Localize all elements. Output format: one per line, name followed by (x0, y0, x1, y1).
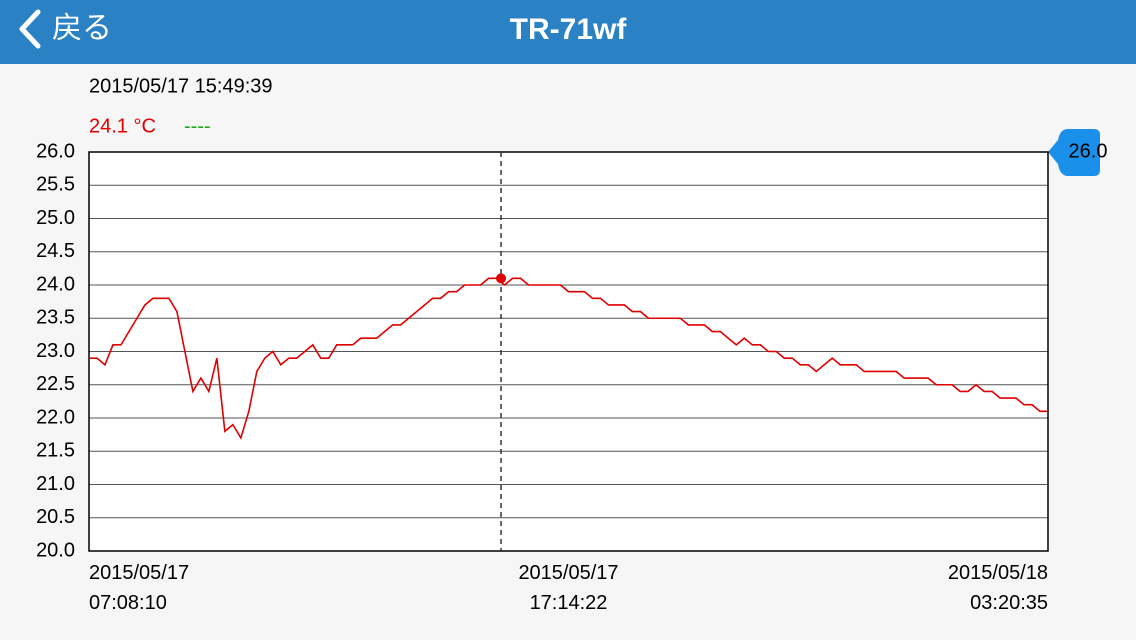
badge (1048, 129, 1100, 176)
cursor-point (496, 273, 506, 284)
data-line (89, 277, 1048, 440)
readout-second: ---- (184, 115, 211, 137)
y-tick-label: 20.0 (36, 539, 75, 561)
y-tick-label: 21.5 (36, 440, 75, 462)
title: TR-71wf (510, 13, 628, 46)
y-tick-label: 22.0 (36, 406, 75, 428)
y-tick-label: 23.0 (36, 340, 75, 362)
readout-time: 2015/05/17 15:49:39 (89, 75, 273, 97)
y-tick-label: 20.5 (36, 506, 75, 528)
y-tick-label: 25.5 (36, 174, 75, 196)
nav-bar (0, 0, 1136, 64)
back-label[interactable]: 戻る (52, 12, 112, 45)
back-button[interactable]: 戻る (19, 9, 112, 49)
y-tick-label: 25.0 (36, 207, 75, 229)
x-tick-label: 2015/05/17 17:14:22 (518, 562, 619, 614)
badge-label: 26.0 (1069, 140, 1108, 162)
y-tick-label: 23.5 (36, 307, 75, 329)
y-tick-label: 24.0 (36, 273, 75, 295)
y-tick-label: 22.5 (36, 373, 75, 395)
y-tick-label: 24.5 (36, 240, 75, 262)
back-chevron[interactable] (19, 9, 41, 49)
y-tick-label: 26.0 (36, 140, 75, 162)
plot-border (88, 151, 1049, 552)
readout-value: 24.1 °C (89, 115, 156, 137)
x-tick-label: 2015/05/18 03:20:35 (947, 562, 1048, 614)
x-tick-label: 2015/05/17 07:08:10 (89, 562, 190, 614)
y-tick-label: 21.0 (36, 473, 75, 495)
